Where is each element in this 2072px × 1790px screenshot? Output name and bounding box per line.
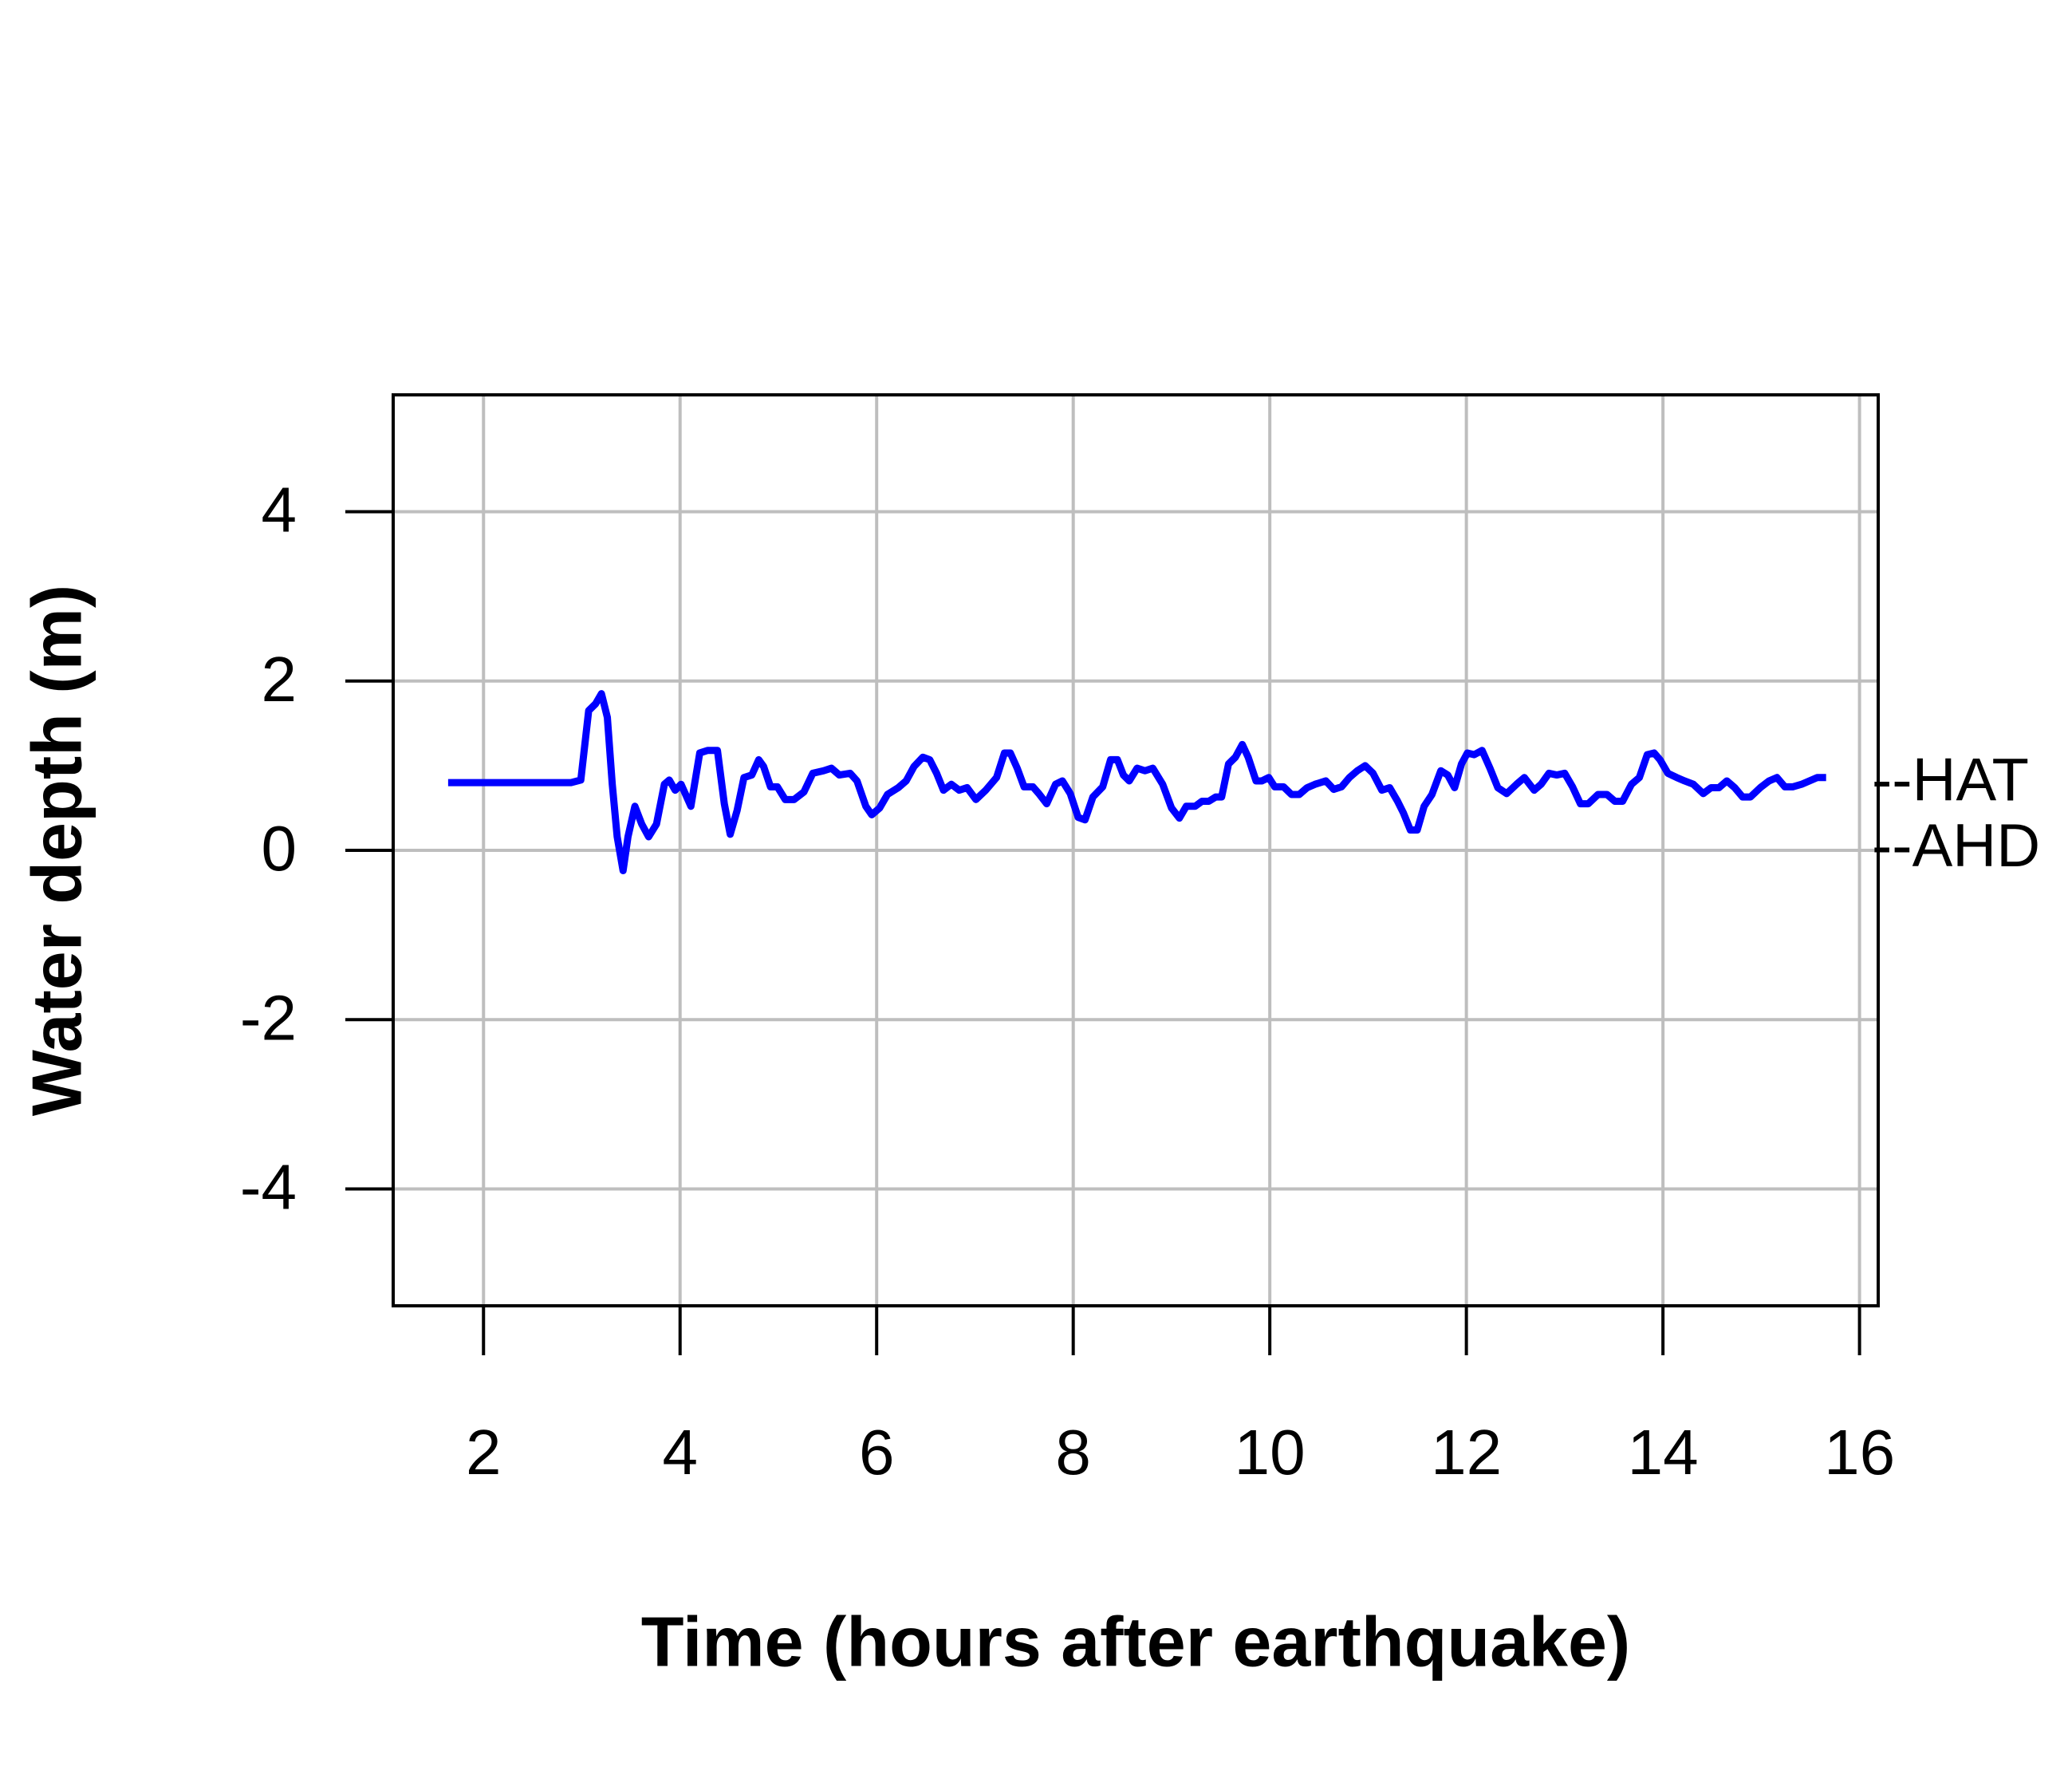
x-tick-label: 12 (1431, 1417, 1502, 1488)
x-tick-label: 4 (662, 1417, 698, 1488)
x-tick-label: 16 (1824, 1417, 1895, 1488)
data-line (447, 690, 1826, 874)
y-axis-title: Water depth (m) (17, 585, 96, 1117)
plot-frame (392, 393, 1880, 1307)
x-axis-title: Time (hours after earthquake) (641, 1602, 1630, 1681)
annotation: --AHD (1872, 812, 2040, 880)
y-tick-label: -2 (240, 982, 297, 1053)
x-tick-label: 8 (1055, 1417, 1091, 1488)
y-tick-label: -4 (240, 1152, 297, 1223)
x-tick-label: 2 (466, 1417, 502, 1488)
x-tick-label: 6 (859, 1417, 895, 1488)
x-tick-label: 10 (1235, 1417, 1306, 1488)
y-tick-label: 0 (262, 813, 297, 884)
annotation: --HAT (1872, 746, 2029, 814)
y-tick-label: 2 (262, 644, 297, 715)
y-tick-label: 4 (262, 475, 297, 546)
x-tick-label: 14 (1628, 1417, 1699, 1488)
